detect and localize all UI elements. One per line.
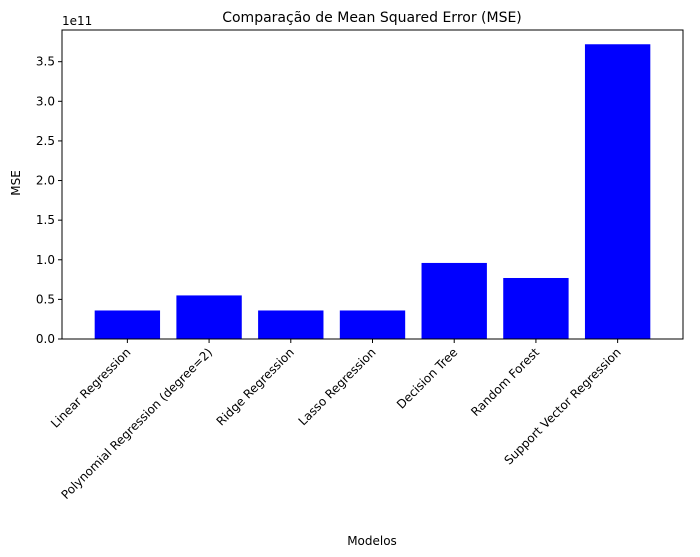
y-tick-label-0: 0.0 (36, 332, 55, 346)
bars-layer (94, 44, 651, 340)
y-tick-label-3: 1.5 (36, 213, 55, 227)
x-tick-label-3: Lasso Regression (296, 345, 379, 428)
bar-4 (421, 262, 487, 339)
chart-title: Comparação de Mean Squared Error (MSE) (222, 10, 522, 26)
y-axis-label: MSE (9, 170, 23, 196)
y-tick-label-4: 2.0 (36, 174, 55, 188)
x-tick-label-1: Polynomial Regression (degree=2) (58, 345, 215, 502)
x-tick-label-2: Ridge Regression (214, 345, 297, 428)
y-tick-label-2: 1.0 (36, 253, 55, 267)
x-tick-label-0: Linear Regression (48, 345, 133, 430)
x-axis-label: Modelos (347, 534, 397, 548)
y-axis-offset-label: 1e11 (62, 14, 92, 28)
x-tick-label-5: Random Forest (468, 345, 542, 419)
y-tick-label-5: 2.5 (36, 134, 55, 148)
bar-5 (503, 277, 569, 339)
bar-1 (176, 295, 242, 339)
y-ticks-layer: 0.0 0.5 1.0 1.5 2.0 2.5 3.0 3.5 (36, 55, 62, 346)
y-tick-label-6: 3.0 (36, 94, 55, 108)
bar-2 (258, 310, 324, 339)
bar-6 (584, 44, 651, 340)
x-tick-label-4: Decision Tree (394, 345, 460, 411)
bar-0 (94, 310, 161, 339)
bar-3 (339, 310, 406, 339)
y-tick-label-1: 0.5 (36, 292, 55, 306)
y-tick-label-7: 3.5 (36, 55, 55, 69)
